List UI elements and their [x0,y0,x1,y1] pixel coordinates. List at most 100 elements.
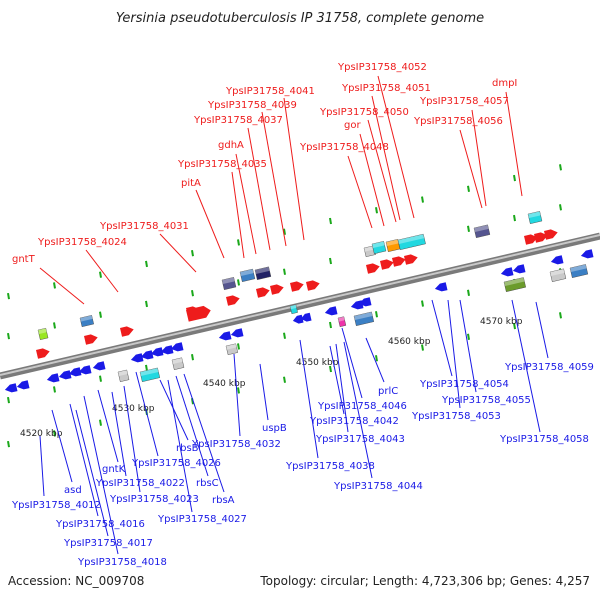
gene-label-4032[interactable]: YpsIP31758_4032 [191,439,281,450]
tick-dash [7,440,10,448]
feature-box-shine [398,234,425,245]
tick-dash [467,333,470,340]
gene-label-asd[interactable]: asd [64,485,82,496]
connector-line [335,343,349,433]
connector-line [235,153,257,255]
label-connectors [39,75,549,555]
gene-label-gor[interactable]: gor [344,120,361,131]
gene-label-4046[interactable]: YpsIP31758_4046 [317,401,407,412]
connector-line [111,391,127,477]
gene-label-4043[interactable]: YpsIP31758_4043 [315,434,405,445]
gene-label-4035[interactable]: YpsIP31758_4035 [177,159,267,170]
connector-line [39,435,45,497]
tick-dash [513,214,516,222]
reverse-gene-arrow [4,383,18,393]
gene-label-gntT[interactable]: gntT [12,254,36,265]
feature-box-shine [386,239,399,247]
tick-dash [99,375,102,382]
gene-label-4057[interactable]: YpsIP31758_4057 [419,96,509,107]
gene-label-4018[interactable]: YpsIP31758_4018 [77,557,167,568]
gene-label-gdhA[interactable]: gdhA [218,140,244,151]
gene-label-4058[interactable]: YpsIP31758_4058 [499,434,589,445]
connector-line [97,389,119,463]
feature-box-shine [38,328,47,335]
gene-label-4031[interactable]: YpsIP31758_4031 [99,221,189,232]
gene-label-4054[interactable]: YpsIP31758_4054 [419,379,509,390]
forward-gene-arrow [544,229,558,240]
gene-label-4023[interactable]: YpsIP31758_4023 [109,494,199,505]
connector-line [51,409,73,483]
gene-label-4037[interactable]: YpsIP31758_4037 [193,115,283,126]
feature-box [527,211,543,224]
gene-label-4056[interactable]: YpsIP31758_4056 [413,116,503,127]
gene-label-4026[interactable]: YpsIP31758_4026 [131,458,221,469]
tick-label-4560: 4560 kbp [388,337,431,347]
tick-dash [283,332,286,339]
feature-box-shine [372,241,385,249]
gene-label-4012[interactable]: YpsIP31758_4012 [11,500,101,511]
tick-dash [191,250,194,257]
feature-box-shine [222,277,235,285]
gene-label-4050[interactable]: YpsIP31758_4050 [319,107,409,118]
reverse-gene-arrow [324,306,338,316]
gene-label-4048[interactable]: YpsIP31758_4048 [299,142,389,153]
gene-label-4039[interactable]: YpsIP31758_4039 [207,100,297,111]
feature-box-shine [118,369,128,377]
connector-line [159,233,197,273]
gene-label-prlC[interactable]: prlC [378,386,398,397]
connector-line [135,371,159,457]
gene-label-4055[interactable]: YpsIP31758_4055 [441,395,531,406]
connector-line [359,133,385,227]
map-title: Yersinia pseudotuberculosis IP 31758, co… [116,11,484,26]
feature-box [79,315,94,328]
connector-line [511,299,541,433]
feature-box-shine [290,304,297,310]
gene-label-uspB[interactable]: uspB [262,423,287,434]
tick-dash [421,196,424,203]
reverse-gene-arrow [230,328,244,338]
gene-label-4024[interactable]: YpsIP31758_4024 [37,237,127,248]
feature-box-shine [570,264,587,273]
gene-label-4052[interactable]: YpsIP31758_4052 [337,62,427,73]
feature-box [371,241,387,254]
gene-label-rbsB[interactable]: rbsB [176,443,199,454]
feature-box-shine [550,268,565,277]
reverse-gene-arrow [150,347,164,357]
connector-line [167,379,193,513]
tick-dash [145,300,148,308]
gene-label-4016[interactable]: YpsIP31758_4016 [55,519,145,530]
forward-gene-arrow [120,326,134,337]
connector-line [69,403,99,517]
gene-label-4027[interactable]: YpsIP31758_4027 [157,514,247,525]
feature-box [117,369,130,382]
gene-label-4044[interactable]: YpsIP31758_4044 [333,481,423,492]
gene-label-rbsC[interactable]: rbsC [196,478,219,489]
tick-dash [145,260,148,268]
connector-line [341,327,363,399]
tick-dash [559,164,562,171]
gene-label-4017[interactable]: YpsIP31758_4017 [63,538,153,549]
feature-box [221,277,237,290]
gene-label-4022[interactable]: YpsIP31758_4022 [95,478,185,489]
gene-label-4042[interactable]: YpsIP31758_4042 [309,416,399,427]
gene-label-4053[interactable]: YpsIP31758_4053 [411,411,501,422]
gene-label-4038[interactable]: YpsIP31758_4038 [285,461,375,472]
forward-gene-arrow [306,280,320,291]
feature-box [337,316,347,328]
gene-label-gntK[interactable]: gntK [102,464,126,475]
gene-label-pitA[interactable]: pitA [181,178,201,189]
feature-box [353,311,375,326]
gene-label-rbsA[interactable]: rbsA [212,495,235,506]
reverse-gene-arrow [58,370,72,380]
tick-dash [329,217,332,225]
axis-tick-labels: 4520 kbp 4530 kbp 4540 kbp 4550 kbp 4560… [20,317,523,439]
reverse-gene-arrow [160,345,174,355]
gene-label-dmpI[interactable]: dmpI [492,78,517,89]
connector-line [159,379,189,441]
gene-label-4041[interactable]: YpsIP31758_4041 [225,86,315,97]
reverse-gene-arrow [300,312,312,322]
gene-label-4059[interactable]: YpsIP31758_4059 [504,362,594,373]
tick-dash [237,387,240,394]
connector-line [329,345,345,415]
gene-label-4051[interactable]: YpsIP31758_4051 [341,83,431,94]
